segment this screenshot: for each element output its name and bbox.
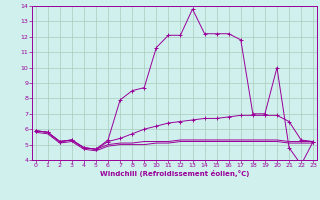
X-axis label: Windchill (Refroidissement éolien,°C): Windchill (Refroidissement éolien,°C) [100,170,249,177]
